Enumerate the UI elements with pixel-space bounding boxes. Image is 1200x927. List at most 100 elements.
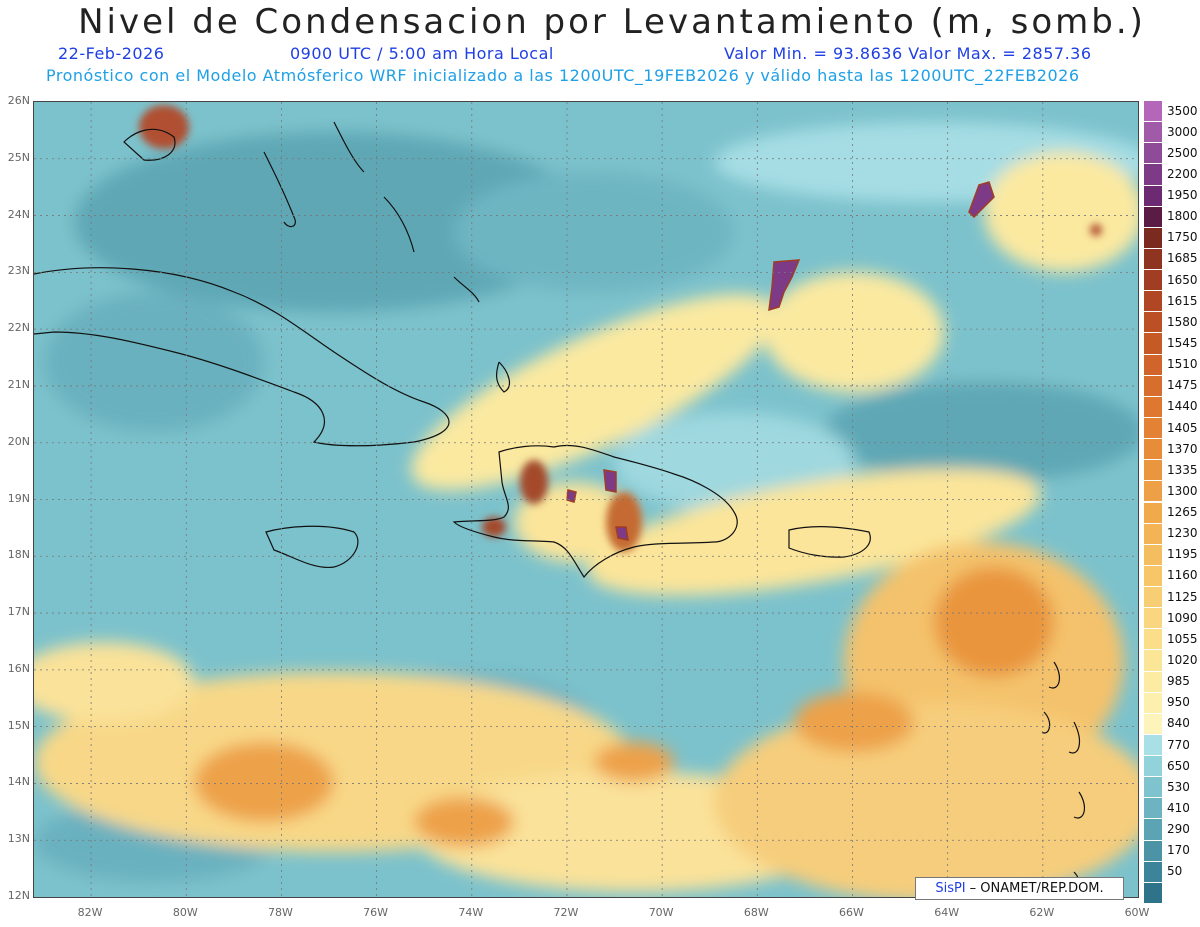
- legend-swatch: [1144, 375, 1162, 397]
- legend-swatch: [1144, 798, 1162, 820]
- lon-tick-label: 78W: [268, 906, 293, 919]
- lon-tick-label: 72W: [553, 906, 579, 919]
- lat-tick-label: 25N: [7, 150, 30, 164]
- legend-label: 1750: [1167, 230, 1198, 245]
- legend-label: 1950: [1167, 188, 1198, 203]
- legend-label: 50: [1167, 864, 1183, 879]
- legend-swatch: [1144, 713, 1162, 735]
- legend-swatch: [1144, 840, 1162, 862]
- legend-label: 1580: [1167, 314, 1198, 329]
- legend-swatch: [1144, 122, 1162, 144]
- legend-label: 1020: [1167, 652, 1198, 667]
- lat-tick-label: 26N: [7, 94, 30, 107]
- legend-swatch: [1144, 206, 1162, 228]
- legend-swatch: [1144, 227, 1162, 249]
- lat-tick-label: 24N: [7, 207, 30, 221]
- lat-tick-label: 13N: [7, 832, 30, 846]
- lat-lon-grid: [34, 102, 1138, 897]
- legend-label: 2500: [1167, 145, 1198, 160]
- legend-label: 530: [1167, 779, 1190, 794]
- legend-swatch: [1144, 101, 1162, 123]
- legend-swatch: [1144, 185, 1162, 207]
- lon-tick-label: 60W: [1124, 906, 1150, 919]
- legend-swatch: [1144, 671, 1162, 693]
- lat-tick-label: 22N: [7, 321, 30, 335]
- legend-swatch: [1144, 270, 1162, 292]
- credit-box: SisPI – ONAMET/REP.DOM.: [915, 877, 1124, 900]
- legend-swatch: [1144, 460, 1162, 482]
- lon-tick-label: 62W: [1029, 906, 1055, 919]
- legend-label: 1685: [1167, 251, 1198, 266]
- legend-swatch: [1144, 587, 1162, 609]
- lon-tick-label: 64W: [934, 906, 960, 919]
- legend-label: 1265: [1167, 505, 1198, 520]
- legend-swatch: [1144, 164, 1162, 186]
- forecast-time: 0900 UTC / 5:00 am Hora Local: [290, 44, 554, 63]
- legend-label: 1335: [1167, 462, 1198, 477]
- legend-swatch: [1144, 502, 1162, 524]
- lat-tick-label: 14N: [7, 775, 30, 789]
- legend-swatch: [1144, 417, 1162, 440]
- legend-label: 1650: [1167, 272, 1198, 287]
- legend-swatch: [1144, 777, 1162, 799]
- legend-label: 650: [1167, 758, 1190, 773]
- legend-swatch: [1144, 523, 1162, 545]
- legend-swatch: [1144, 819, 1162, 841]
- legend-swatch: [1144, 692, 1162, 714]
- legend-label: 1440: [1167, 399, 1198, 414]
- legend-label: 770: [1167, 737, 1190, 752]
- field-shading: [34, 122, 1138, 897]
- map-title: Nivel de Condensacion por Levantamiento …: [78, 2, 1146, 42]
- lon-tick-label: 66W: [839, 906, 864, 919]
- field-peaks: [139, 105, 1102, 552]
- legend-swatch: [1144, 481, 1162, 503]
- legend-label: 1800: [1167, 209, 1198, 224]
- legend-label: 950: [1167, 695, 1190, 710]
- legend-swatch: [1144, 882, 1162, 904]
- legend-label: 985: [1167, 674, 1190, 689]
- legend-label: 1615: [1167, 293, 1198, 308]
- lat-tick-label: 17N: [7, 605, 30, 619]
- coastlines: [34, 121, 1086, 894]
- legend-label: 1370: [1167, 441, 1198, 456]
- legend-swatch: [1144, 756, 1162, 778]
- map-canvas: [34, 102, 1138, 897]
- legend-swatch: [1144, 143, 1162, 165]
- legend-swatch: [1144, 565, 1162, 588]
- legend-label: 1055: [1167, 631, 1198, 646]
- value-min-max: Valor Min. = 93.8636 Valor Max. = 2857.3…: [724, 44, 1092, 63]
- legend-swatch: [1144, 312, 1162, 334]
- credit-brand: SisPI: [935, 881, 966, 896]
- legend-swatch: [1144, 629, 1162, 651]
- legend-swatch: [1144, 333, 1162, 355]
- lon-tick-label: 76W: [363, 906, 389, 919]
- legend-label: 2200: [1167, 166, 1198, 181]
- lat-tick-label: 21N: [7, 377, 30, 391]
- lon-tick-label: 70W: [648, 906, 674, 919]
- lat-tick-label: 18N: [7, 548, 30, 562]
- lon-tick-label: 82W: [77, 906, 103, 919]
- legend-label: 1510: [1167, 357, 1198, 372]
- lon-tick-label: 74W: [458, 906, 484, 919]
- legend-swatch: [1144, 608, 1162, 630]
- lon-tick-label: 80W: [172, 906, 198, 919]
- map-plot: [33, 101, 1139, 898]
- lat-tick-label: 15N: [7, 718, 30, 732]
- legend-label: 290: [1167, 822, 1190, 837]
- legend-label: 1405: [1167, 420, 1198, 435]
- legend-label: 3500: [1167, 103, 1198, 118]
- legend-label: 1125: [1167, 589, 1198, 604]
- legend-label: 1090: [1167, 610, 1198, 625]
- legend-label: 1230: [1167, 526, 1198, 541]
- legend-label: 840: [1167, 716, 1190, 731]
- legend-label: 410: [1167, 800, 1190, 815]
- forecast-date: 22-Feb-2026: [58, 44, 165, 63]
- legend-swatch: [1144, 248, 1162, 271]
- credit-text: – ONAMET/REP.DOM.: [969, 881, 1104, 896]
- color-legend: 3500 3000 2500 2200 1950 1800 1750 1685 1650 1615…: [1144, 101, 1200, 904]
- lat-tick-label: 20N: [7, 434, 30, 448]
- forecast-info: Pronóstico con el Modelo Atmósferico WRF…: [46, 66, 1080, 85]
- legend-label: 1300: [1167, 483, 1198, 498]
- legend-label: 170: [1167, 843, 1190, 858]
- lat-tick-label: 19N: [7, 491, 30, 505]
